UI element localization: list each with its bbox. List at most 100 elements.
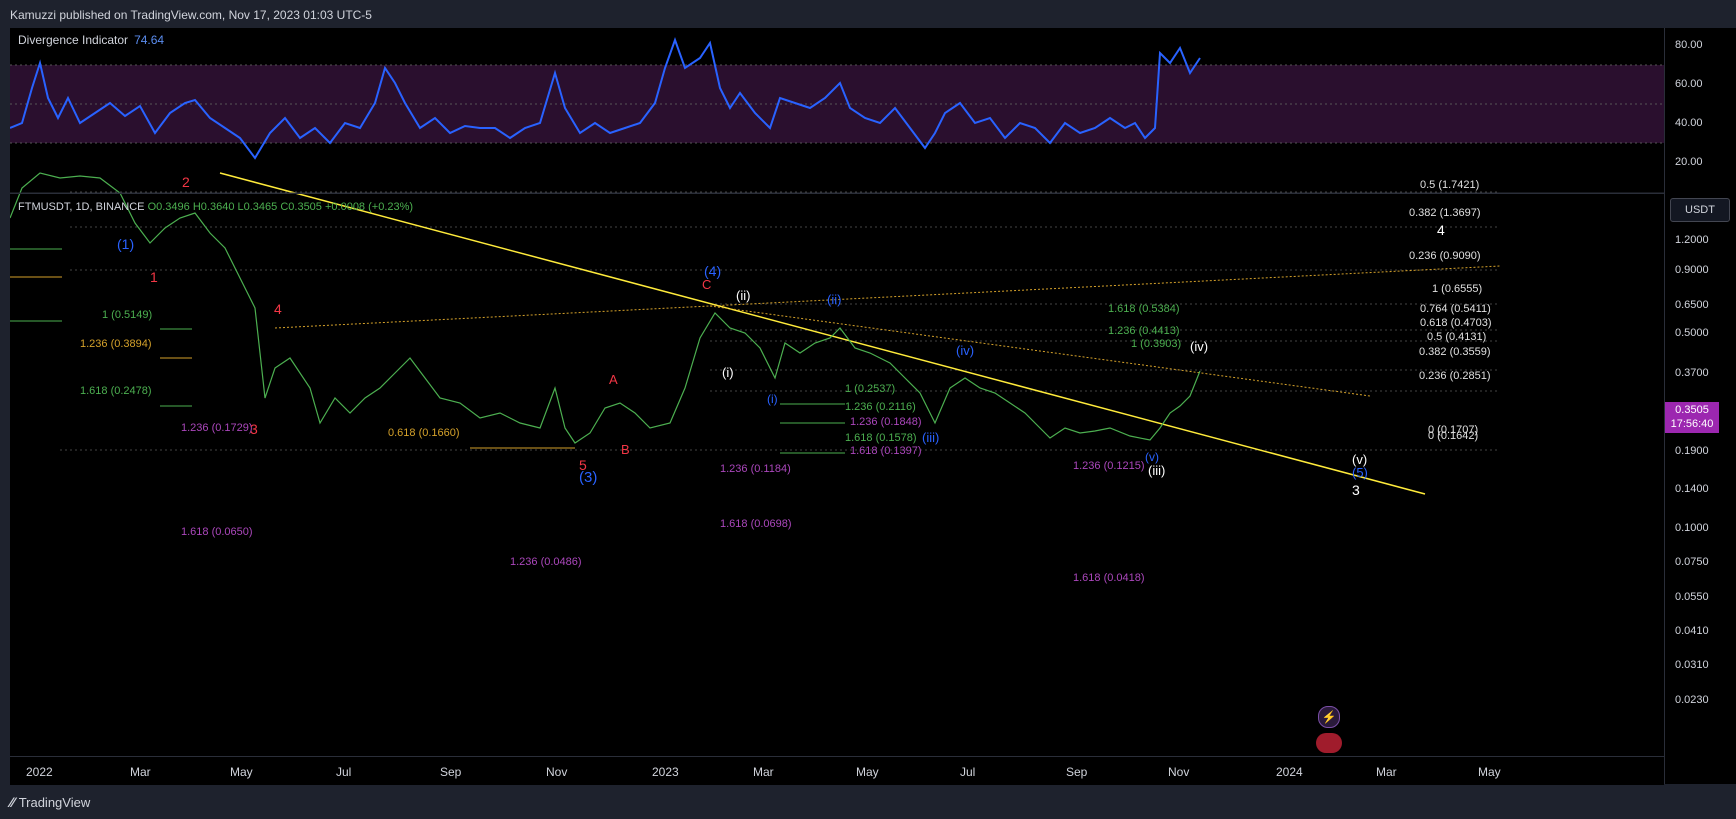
wave-label: C (702, 277, 712, 292)
price-tick: 0.3700 (1675, 367, 1709, 379)
time-tick: Jul (336, 765, 352, 779)
price-tick: 0.0230 (1675, 694, 1709, 706)
fib-extension-label: 1.236 (0.1215) (1073, 460, 1145, 472)
ohlc-high: H0.3640 (192, 201, 235, 213)
price-tick: 0.1000 (1675, 522, 1709, 534)
indicator-value: 74.64 (134, 33, 165, 47)
pane-separator[interactable] (10, 193, 1736, 194)
wave-label: (1) (117, 236, 135, 252)
fib-extension-label: 1 (0.5149) (102, 309, 153, 321)
trend-line-lower (709, 305, 1371, 397)
rsi-line (10, 37, 1201, 160)
fib-extension-label: 1.236 (0.0486) (510, 556, 582, 568)
time-tick: 2024 (1276, 765, 1303, 779)
brand-name: TradingView (18, 794, 91, 810)
current-price-value: 0.3505 (1675, 404, 1709, 416)
time-tick: Nov (546, 765, 568, 779)
fib-level-label: 1 (0.6555) (1432, 283, 1483, 295)
time-tick: Sep (1066, 765, 1088, 779)
wave-label: 4 (1437, 222, 1445, 238)
tradingview-logo[interactable]: ⁄⁄ TradingView (10, 794, 90, 810)
time-tick: Nov (1168, 765, 1190, 779)
wave-label: 5 (579, 457, 587, 473)
symbol-name: FTMUSDT, 1D, BINANCE (18, 201, 145, 213)
time-tick: Sep (440, 765, 462, 779)
indicator-legend[interactable]: Divergence Indicator 74.64 (18, 33, 164, 47)
fib-level-label: 0.382 (0.3559) (1419, 346, 1491, 358)
fib-level-label: 0 (0.1707) (1428, 424, 1479, 436)
price-candles (10, 172, 1201, 444)
wave-label: (i) (722, 365, 734, 380)
fib-extension-label: 1.236 (0.1184) (720, 463, 791, 475)
time-axis[interactable]: 2022 Mar May Jul Sep Nov 2023 Mar May Jul Sep Nov 20… (10, 756, 1664, 785)
wave-label: A (609, 372, 618, 387)
events-flag-icon[interactable] (1316, 733, 1342, 753)
fib-level-label: 0.5 (0.4131) (1427, 331, 1487, 343)
wave-label: (ii) (827, 292, 842, 307)
fib-extension-label: 1.618 (0.5384) (1108, 303, 1180, 315)
wave-label: B (621, 442, 630, 457)
indicator-name: Divergence Indicator (18, 33, 129, 47)
publisher-header: Kamuzzi published on TradingView.com, No… (0, 0, 1736, 28)
fib-level-label: 0.236 (0.2851) (1419, 370, 1491, 382)
fib-level-label: 0.764 (0.5411) (1420, 303, 1491, 315)
ohlc-close: C0.3505 (280, 201, 322, 213)
symbol-legend[interactable]: FTMUSDT, 1D, BINANCE O0.3496 H0.3640 L0.… (18, 201, 413, 213)
wave-label: 2 (182, 174, 190, 190)
wave-label: (iii) (922, 430, 940, 445)
wave-label: (iii) (1148, 463, 1166, 478)
fib-level-label: 0.382 (1.3697) (1409, 207, 1481, 219)
fib-extension-label: 1.236 (0.4413) (1108, 325, 1180, 337)
price-tick: 0.0310 (1675, 659, 1709, 671)
currency-button[interactable]: USDT (1670, 198, 1730, 222)
chart-svg[interactable] (10, 28, 1664, 784)
fib-extension-label: 1.236 (0.2116) (845, 401, 916, 413)
fib-extension-label: 1.236 (0.1729) (181, 422, 253, 434)
footer: ⁄⁄ TradingView (0, 784, 1736, 819)
fib-extension-label: 1.618 (0.1397) (850, 445, 922, 457)
fib-extension-label: 1 (0.3903) (1131, 338, 1182, 350)
fib-extension-label: 1.618 (0.0418) (1073, 572, 1145, 584)
time-tick: Mar (1376, 765, 1397, 779)
chart-area[interactable]: Divergence Indicator 74.64 FTMUSDT, 1D, B… (10, 28, 1664, 784)
time-tick: 2022 (26, 765, 53, 779)
fib-extension-label: 1.618 (0.0650) (181, 526, 253, 538)
fib-extension-label: 1.236 (0.3894) (80, 338, 152, 350)
fib-extension-label: 1.618 (0.2478) (80, 385, 152, 397)
fib-level-label: 0.618 (0.4703) (1420, 317, 1492, 329)
price-tick: 0.6500 (1675, 299, 1709, 311)
price-tick: 0.0750 (1675, 556, 1709, 568)
wave-label: (5) (1352, 465, 1368, 480)
price-tick: 0.5000 (1675, 327, 1709, 339)
publisher-text: Kamuzzi published on TradingView.com, No… (10, 8, 372, 22)
time-tick: 2023 (652, 765, 679, 779)
wave-label: (3) (579, 469, 598, 486)
time-tick: Mar (130, 765, 151, 779)
wave-label: (v) (1352, 452, 1368, 467)
price-tick: 0.9000 (1675, 264, 1709, 276)
wave-label: 3 (250, 421, 258, 437)
time-tick: May (230, 765, 253, 779)
lightning-icon[interactable]: ⚡ (1318, 706, 1340, 728)
indicator-axis-tick: 20.00 (1675, 156, 1703, 168)
ohlc-open: O0.3496 (147, 201, 190, 213)
fib-level-label: 0 (0.1642) (1428, 430, 1479, 442)
trend-line-main (219, 172, 1426, 495)
fib-levels (60, 191, 1500, 451)
price-tick: 0.0410 (1675, 625, 1709, 637)
ohlc-low: L0.3465 (237, 201, 278, 213)
fib-extension-label: 0.618 (0.1660) (388, 427, 460, 439)
wave-label: (iv) (1190, 339, 1209, 354)
fib-segments (10, 248, 845, 454)
wave-label: (i) (767, 392, 778, 406)
wave-label: (ii) (736, 288, 751, 303)
indicator-axis-tick: 60.00 (1675, 78, 1703, 90)
price-tick: 0.1400 (1675, 483, 1709, 495)
time-tick: May (856, 765, 879, 779)
fib-extension-label: 1.236 (0.1848) (850, 416, 922, 428)
wave-label: (4) (704, 263, 722, 279)
fib-extension-label: 1.618 (0.1578) (845, 432, 917, 444)
time-tick: Mar (753, 765, 774, 779)
time-tick: Jul (960, 765, 976, 779)
trend-line-upper (274, 265, 1501, 329)
